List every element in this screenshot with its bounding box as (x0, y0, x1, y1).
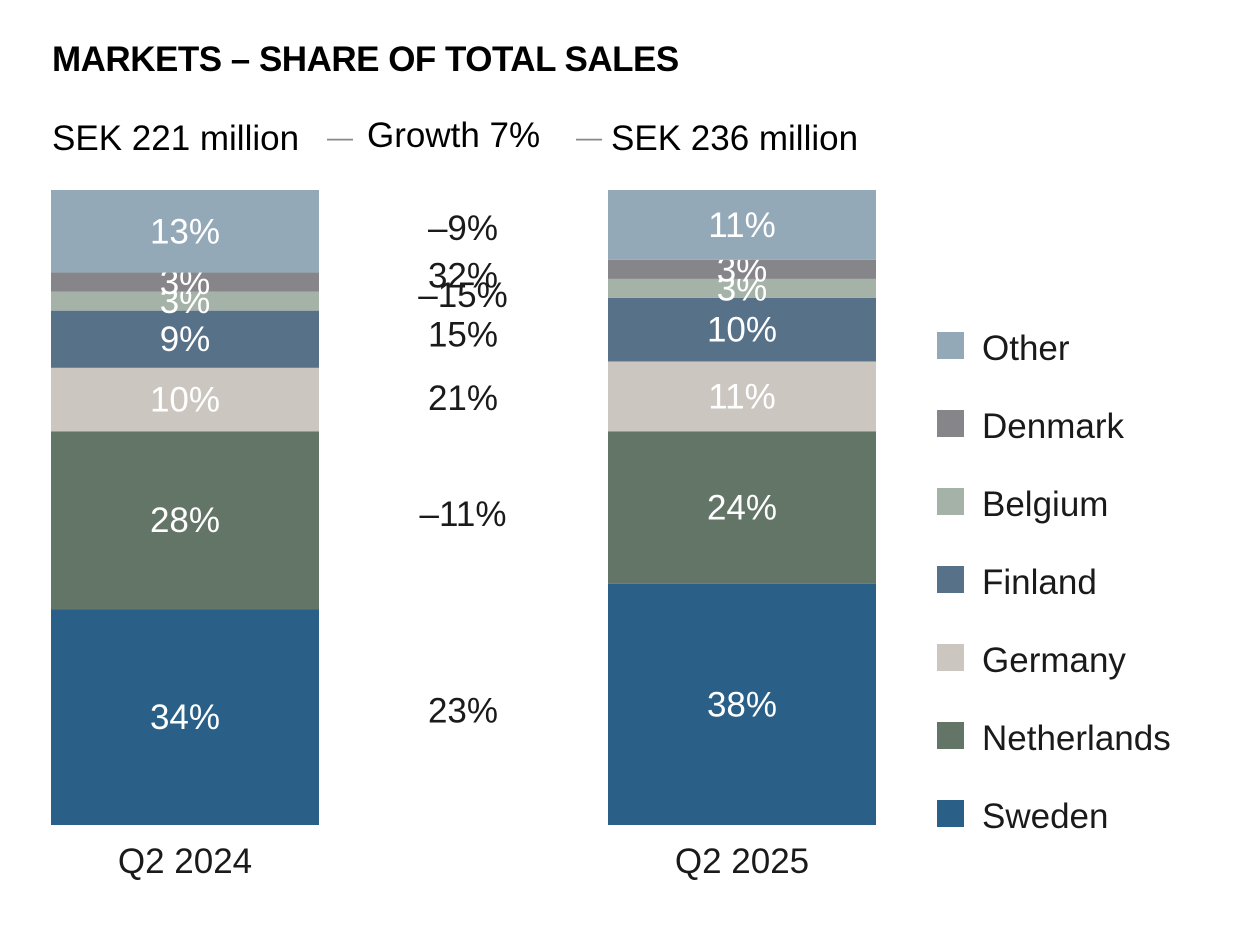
legend-item-sweden: Sweden (937, 797, 1108, 836)
growth-other: –9% (428, 209, 498, 248)
legend-swatch-belgium (937, 488, 964, 515)
total-q2-2024: SEK 221 million (52, 119, 299, 158)
legend-label-belgium: Belgium (982, 485, 1108, 524)
legend-item-finland: Finland (937, 563, 1097, 602)
segment-label-netherlands-q2-2024: 28% (150, 501, 220, 540)
legend-swatch-finland (937, 566, 964, 593)
segment-label-finland-q2-2025: 10% (707, 311, 777, 350)
segment-germany-q2-2025 (608, 361, 876, 432)
segment-label-germany-q2-2025: 11% (708, 377, 775, 416)
bar-q2-2025: 38%24%11%10%3%3%11% (608, 190, 876, 825)
segment-denmark-q2-2024 (51, 272, 319, 292)
bar-q2-2024: 34%28%10%9%3%3%13% (51, 190, 319, 825)
segment-sweden-q2-2025 (608, 583, 876, 825)
total-q2-2025: SEK 236 million (611, 119, 858, 158)
segment-label-sweden-q2-2025: 38% (707, 685, 777, 724)
growth-netherlands: –11% (420, 495, 507, 534)
legend-label-denmark: Denmark (982, 407, 1124, 446)
separator-1: — (327, 122, 353, 152)
segment-label-other-q2-2024: 13% (150, 212, 220, 251)
legend-label-germany: Germany (982, 641, 1126, 680)
legend-label-finland: Finland (982, 563, 1097, 602)
segment-netherlands-q2-2024 (51, 431, 319, 610)
legend-swatch-sweden (937, 800, 964, 827)
chart-title: MARKETS – SHARE OF TOTAL SALES (52, 40, 679, 79)
legend-swatch-netherlands (937, 722, 964, 749)
growth-labels: 23% –11% 21% 15%–15%32% –9% (418, 209, 508, 731)
segment-finland-q2-2025 (608, 297, 876, 362)
totals-row: SEK 221 million — Growth 7% — SEK 236 mi… (52, 116, 858, 158)
bars: 34%28%10%9%3%3%13%38%24%11%10%3%3%11% (51, 190, 876, 825)
segment-other-q2-2024 (51, 190, 319, 273)
growth-finland: 15% (428, 315, 498, 354)
legend-item-netherlands: Netherlands (937, 719, 1171, 758)
legend-label-sweden: Sweden (982, 797, 1108, 836)
segment-belgium-q2-2025 (608, 278, 876, 298)
segment-sweden-q2-2024 (51, 609, 319, 825)
segment-other-q2-2025 (608, 190, 876, 260)
segment-belgium-q2-2024 (51, 291, 319, 311)
segment-label-netherlands-q2-2025: 24% (707, 489, 777, 528)
segment-netherlands-q2-2025 (608, 431, 876, 584)
segment-denmark-q2-2025 (608, 259, 876, 279)
segment-label-finland-q2-2024: 9% (160, 320, 211, 359)
legend-item-belgium: Belgium (937, 485, 1108, 524)
growth-denmark: 32% (428, 257, 498, 296)
growth-total: Growth 7% (367, 116, 540, 155)
growth-sweden: 23% (428, 692, 498, 731)
x-tick-q2-2024: Q2 2024 (118, 842, 252, 881)
segment-finland-q2-2024 (51, 310, 319, 368)
legend-item-other: Other (937, 329, 1070, 368)
growth-belgium: –15% (418, 276, 508, 315)
growth-germany: 21% (428, 379, 498, 418)
legend-swatch-denmark (937, 410, 964, 437)
legend-swatch-other (937, 332, 964, 359)
separator-2: — (576, 122, 602, 152)
segment-germany-q2-2024 (51, 367, 319, 432)
x-axis: Q2 2024 Q2 2025 (118, 842, 809, 881)
x-tick-q2-2025: Q2 2025 (675, 842, 809, 881)
legend-item-germany: Germany (937, 641, 1126, 680)
segment-label-other-q2-2025: 11% (708, 206, 775, 245)
legend-item-denmark: Denmark (937, 407, 1124, 446)
legend-swatch-germany (937, 644, 964, 671)
legend-label-other: Other (982, 329, 1070, 368)
legend: Other Denmark Belgium Finland Germany Netherl… (937, 329, 1171, 836)
legend-label-netherlands: Netherlands (982, 719, 1171, 758)
segment-label-sweden-q2-2024: 34% (150, 698, 220, 737)
segment-label-germany-q2-2024: 10% (150, 381, 220, 420)
